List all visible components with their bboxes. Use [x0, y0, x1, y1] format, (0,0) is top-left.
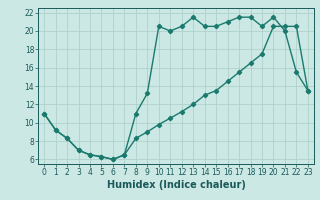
- X-axis label: Humidex (Indice chaleur): Humidex (Indice chaleur): [107, 180, 245, 190]
